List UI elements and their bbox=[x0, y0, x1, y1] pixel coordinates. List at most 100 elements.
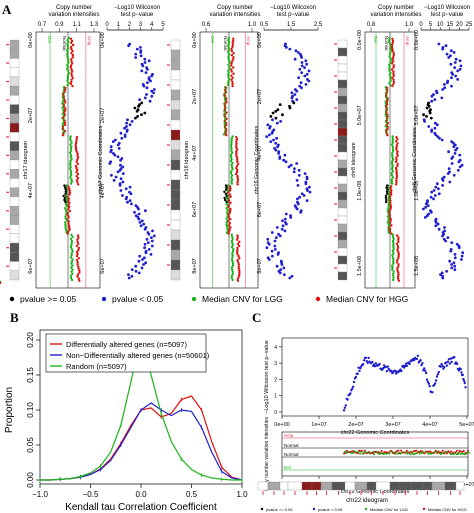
legend-a-marker bbox=[9, 296, 15, 302]
wilcoxon-point bbox=[113, 153, 117, 157]
hgg-cnv-point bbox=[228, 185, 232, 188]
wilcoxon-point bbox=[279, 268, 283, 271]
lgg-cnv-point bbox=[223, 110, 226, 114]
wilcoxon-point bbox=[130, 274, 134, 278]
ns-point bbox=[223, 196, 226, 200]
lgg-cnv-point bbox=[392, 274, 395, 277]
wilcoxon-point bbox=[147, 248, 151, 251]
wilcoxon-point bbox=[128, 185, 132, 189]
wil-point bbox=[373, 365, 377, 368]
wilcoxon-point bbox=[438, 136, 441, 140]
ideogram-band bbox=[399, 481, 412, 491]
lgg-cnv-point bbox=[226, 227, 229, 230]
wilcoxon-point bbox=[140, 266, 144, 270]
lgg-cnv-point bbox=[391, 254, 394, 257]
lgg-cnv-point bbox=[67, 40, 70, 44]
hgg-cnv-point bbox=[76, 177, 80, 180]
lgg-cnv-point bbox=[227, 57, 230, 60]
hgg-cnv-point bbox=[235, 166, 238, 170]
hgg-cnv-point bbox=[396, 142, 399, 145]
wilcoxon-point bbox=[133, 106, 137, 110]
wilcoxon-point bbox=[117, 147, 121, 150]
lgg-cnv-point bbox=[69, 174, 73, 177]
hgg-cnv-point bbox=[392, 74, 395, 77]
hgg-cnv-point bbox=[390, 45, 394, 49]
wilcoxon-point bbox=[271, 118, 274, 122]
wilcoxon-point bbox=[295, 89, 299, 93]
hgg-cnv-point bbox=[76, 154, 79, 157]
ideogram-band bbox=[337, 159, 348, 169]
wil-x-axis-label: chr22 Genomic Coordinates bbox=[341, 430, 410, 436]
wil-y-axis-label: −Log10 Wilcoxon test p−value bbox=[264, 340, 270, 414]
ns-point bbox=[385, 200, 388, 204]
wilcoxon-point bbox=[460, 254, 464, 258]
wil-y-tick-label: 4 bbox=[274, 345, 277, 351]
wil-point bbox=[351, 385, 355, 388]
hgg-cnv-point bbox=[397, 238, 400, 241]
wilcoxon-point bbox=[283, 217, 287, 221]
wilcoxon-point bbox=[114, 138, 117, 142]
wilcoxon-point bbox=[299, 210, 303, 214]
wilcoxon-point bbox=[268, 126, 271, 130]
ideogram-band bbox=[337, 151, 348, 161]
wilcoxon-point bbox=[305, 62, 309, 66]
wil-header-line2: test p−value bbox=[121, 12, 154, 18]
wilcoxon-point bbox=[300, 61, 304, 64]
wilcoxon-point bbox=[437, 192, 441, 196]
hgg-cnv-point bbox=[397, 240, 400, 243]
wilcoxon-point bbox=[270, 249, 274, 253]
lgg-cnv-point bbox=[228, 77, 231, 81]
hgg-cnv-point bbox=[229, 195, 232, 198]
lgg-cnv-point bbox=[70, 254, 73, 257]
cnv-ref-label: Normal bbox=[284, 443, 299, 448]
wilcoxon-point bbox=[138, 221, 142, 224]
y-tick-label: 5.0e+07 bbox=[357, 105, 363, 125]
ideogram-band bbox=[170, 219, 181, 231]
wil-point bbox=[342, 409, 346, 412]
wil-x-tick-label: 2e+07 bbox=[348, 422, 363, 428]
wil-point bbox=[386, 365, 389, 368]
ns-point bbox=[224, 184, 228, 187]
ideogram-band bbox=[170, 129, 181, 141]
wilcoxon-point bbox=[461, 251, 465, 255]
wilcoxon-point bbox=[111, 140, 115, 144]
wil-point bbox=[423, 369, 427, 372]
x-tick-label: 0.0 bbox=[135, 490, 147, 499]
y-tick-label: 2e+07 bbox=[192, 89, 198, 104]
amp-label: Amp bbox=[87, 36, 92, 46]
hgg-cnv-point bbox=[395, 179, 398, 182]
x-axis-label: Kendall tau Correlation Coefficient bbox=[65, 502, 217, 513]
hgg-point bbox=[429, 450, 432, 453]
wilcoxon-point bbox=[457, 160, 461, 164]
wilcoxon-point bbox=[126, 200, 129, 204]
lgg-cnv-point bbox=[227, 63, 230, 66]
lgg-cnv-point bbox=[61, 106, 64, 109]
hgg-point bbox=[441, 449, 444, 452]
lgg-cnv-point bbox=[387, 207, 390, 210]
wil-tick-label: 5 bbox=[429, 22, 433, 28]
wilcoxon-point bbox=[152, 88, 156, 91]
lgg-point bbox=[345, 452, 348, 455]
hgg-cnv-point bbox=[76, 162, 80, 166]
hgg-cnv-point bbox=[237, 162, 240, 166]
wil-point bbox=[460, 371, 463, 374]
wilcoxon-point bbox=[127, 276, 131, 280]
lgg-cnv-point bbox=[230, 151, 234, 154]
hgg-cnv-point bbox=[77, 242, 80, 245]
wilcoxon-point bbox=[141, 258, 144, 261]
y-tick-label: 6e+07 bbox=[28, 258, 34, 273]
hgg-cnv-point bbox=[232, 66, 235, 69]
hgg-cnv-point bbox=[71, 76, 74, 80]
wilcoxon-point bbox=[125, 130, 129, 133]
wilcoxon-point bbox=[450, 266, 454, 270]
legend-c-label: Median CNV for HGG bbox=[428, 507, 467, 512]
lgg-cnv-point bbox=[70, 248, 74, 251]
del-label: Del bbox=[373, 36, 378, 43]
wilcoxon-point bbox=[282, 266, 286, 270]
hgg-point bbox=[447, 450, 450, 453]
wilcoxon-point bbox=[124, 197, 128, 201]
wil-point bbox=[444, 361, 448, 364]
ideogram-band bbox=[257, 481, 269, 491]
lgg-cnv-point bbox=[70, 266, 73, 269]
lgg-cnv-point bbox=[392, 272, 395, 275]
